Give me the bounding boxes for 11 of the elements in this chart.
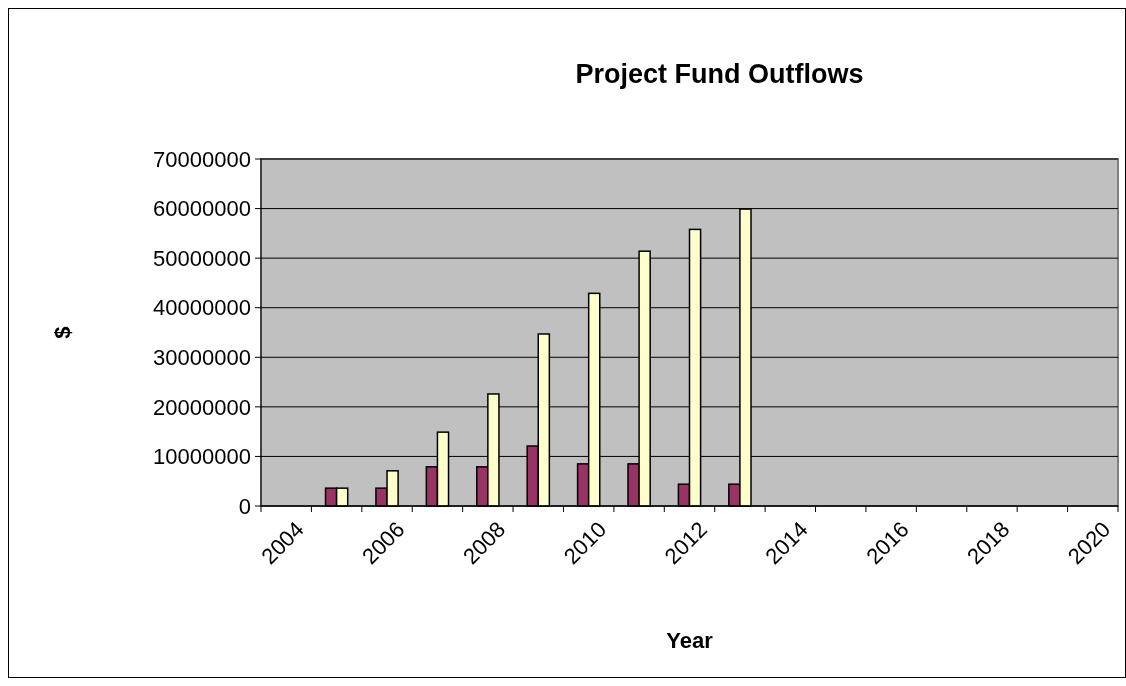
y-tick-label: 60000000	[153, 196, 251, 222]
y-axis-title: $	[50, 326, 75, 339]
y-tick-label: 20000000	[153, 394, 251, 420]
y-tick-label: 0	[238, 493, 251, 519]
y-tick-label: 10000000	[153, 444, 251, 470]
chart-title: Project Fund Outflows	[575, 59, 864, 89]
y-tick-label: 40000000	[153, 295, 251, 321]
y-tick-label: 30000000	[153, 344, 251, 370]
y-tick-label: 50000000	[153, 245, 251, 271]
y-tick-label: 70000000	[153, 146, 251, 172]
x-axis-title: Year	[666, 628, 714, 653]
